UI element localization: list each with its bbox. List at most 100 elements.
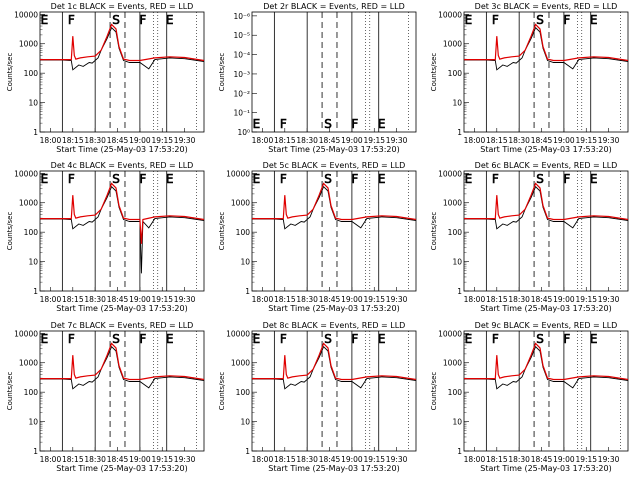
x-tick-label: 19:00: [553, 136, 575, 145]
x-axis-label: Start Time (25-May-03 17:53:20): [480, 145, 611, 154]
lld-series-line: [252, 182, 417, 221]
y-tick-label: 1: [33, 287, 38, 296]
y-tick-label: 1: [457, 128, 462, 137]
x-tick-label: 19:00: [341, 136, 363, 145]
plot-frame: [39, 11, 205, 133]
x-tick-label: 19:30: [598, 455, 620, 464]
x-tick-label: 18:15: [62, 455, 84, 464]
interval-marker-label: F: [351, 172, 358, 186]
y-tick-label: 1000: [19, 40, 38, 49]
lld-series-line: [464, 23, 629, 62]
x-tick-label: 18:45: [107, 295, 129, 304]
y-axis-label: Counts/sec: [430, 53, 438, 92]
plot-frame: [463, 170, 629, 292]
plot-title: Det 6c BLACK = Events, RED = LLD: [475, 161, 618, 170]
interval-marker-label: S: [112, 332, 120, 346]
y-tick-label: 1: [33, 447, 38, 456]
interval-marker-label: F: [563, 13, 570, 27]
y-axis-label: Counts/sec: [6, 53, 14, 92]
y-tick-label: 10⁻²: [233, 89, 250, 98]
plot-title: Det 3c BLACK = Events, RED = LLD: [475, 2, 618, 11]
interval-marker-label: E: [378, 172, 386, 186]
interval-marker-label: S: [536, 332, 544, 346]
x-tick-label: 19:15: [151, 136, 173, 145]
x-tick-label: 18:30: [508, 136, 530, 145]
x-tick-label: 18:00: [252, 136, 274, 145]
lld-series-line: [40, 182, 205, 244]
y-tick-label: 100: [24, 228, 39, 237]
x-tick-label: 19:00: [553, 295, 575, 304]
x-axis-label: Start Time (25-May-03 17:53:20): [480, 304, 611, 313]
x-tick-label: 18:15: [274, 136, 296, 145]
y-tick-label: 10⁻³: [233, 70, 250, 79]
events-series-line: [464, 26, 629, 71]
interval-marker-label: E: [253, 172, 261, 186]
events-series-line: [40, 26, 205, 71]
interval-marker-label: F: [68, 172, 75, 186]
x-tick-label: 18:15: [62, 136, 84, 145]
y-tick-label: 1: [245, 447, 250, 456]
y-tick-label: 1000: [443, 199, 462, 208]
plot-frame: [463, 330, 629, 452]
interval-marker-label: E: [465, 332, 473, 346]
plot-title: Det 1c BLACK = Events, RED = LLD: [51, 2, 194, 11]
interval-marker-label: F: [492, 13, 499, 27]
plot-panel: Det 3c BLACK = Events, RED = LLD 1 10 100 10…: [430, 2, 629, 154]
interval-marker-label: F: [139, 332, 146, 346]
plot-title: Det 7c BLACK = Events, RED = LLD: [51, 321, 194, 330]
x-tick-label: 18:00: [40, 455, 62, 464]
y-tick-label: 10000: [14, 169, 38, 178]
interval-marker-label: E: [166, 332, 174, 346]
lld-series-line: [252, 342, 417, 381]
interval-marker-label: E: [41, 172, 49, 186]
x-tick-label: 19:30: [598, 295, 620, 304]
x-tick-label: 18:30: [84, 455, 106, 464]
interval-marker-label: S: [324, 332, 332, 346]
y-tick-label: 100: [448, 228, 463, 237]
lld-series-line: [464, 342, 629, 381]
x-tick-label: 18:30: [508, 455, 530, 464]
interval-marker-label: E: [378, 117, 386, 131]
x-tick-label: 18:15: [62, 295, 84, 304]
x-tick-label: 19:15: [575, 295, 597, 304]
interval-marker-label: F: [351, 332, 358, 346]
x-tick-label: 18:45: [531, 455, 553, 464]
x-tick-label: 18:45: [319, 455, 341, 464]
y-tick-label: 10000: [226, 329, 250, 338]
x-tick-label: 19:15: [363, 136, 385, 145]
x-tick-label: 19:30: [174, 455, 196, 464]
interval-marker-label: E: [253, 332, 261, 346]
y-tick-label: 10000: [438, 169, 462, 178]
interval-marker-label: E: [590, 332, 598, 346]
interval-marker-label: F: [68, 13, 75, 27]
events-series-line: [40, 185, 205, 274]
interval-marker-label: E: [41, 13, 49, 27]
plot-panel: Det 1c BLACK = Events, RED = LLD 1 10 100 10…: [6, 2, 205, 154]
events-series-line: [464, 185, 629, 230]
x-tick-label: 18:00: [40, 136, 62, 145]
plot-panel: Det 2r BLACK = Events, RED = LLD 10⁰ 10⁻¹ 1…: [218, 2, 417, 154]
y-axis-label: Counts/sec: [430, 372, 438, 411]
y-tick-label: 10: [28, 99, 38, 108]
x-tick-label: 18:00: [464, 455, 486, 464]
x-tick-label: 18:00: [252, 295, 274, 304]
y-axis-label: Counts/sec: [430, 212, 438, 251]
events-series-line: [252, 185, 417, 230]
interval-marker-label: F: [492, 172, 499, 186]
interval-marker-label: F: [351, 117, 358, 131]
y-tick-label: 1000: [19, 359, 38, 368]
events-series-line: [464, 345, 629, 390]
interval-marker-label: E: [590, 13, 598, 27]
y-tick-label: 100: [448, 388, 463, 397]
x-tick-label: 19:00: [341, 455, 363, 464]
events-series-line: [40, 345, 205, 390]
lld-series-line: [464, 182, 629, 221]
x-tick-label: 18:30: [84, 136, 106, 145]
x-tick-label: 18:00: [252, 455, 274, 464]
plot-panel: Det 8c BLACK = Events, RED = LLD 1 10 100 10…: [218, 321, 417, 473]
interval-marker-label: F: [68, 332, 75, 346]
y-axis-label: Counts/sec: [218, 372, 226, 411]
plot-panel: Det 6c BLACK = Events, RED = LLD 1 10 100 10…: [430, 161, 629, 313]
y-tick-label: 10000: [14, 10, 38, 19]
interval-marker-label: S: [536, 172, 544, 186]
